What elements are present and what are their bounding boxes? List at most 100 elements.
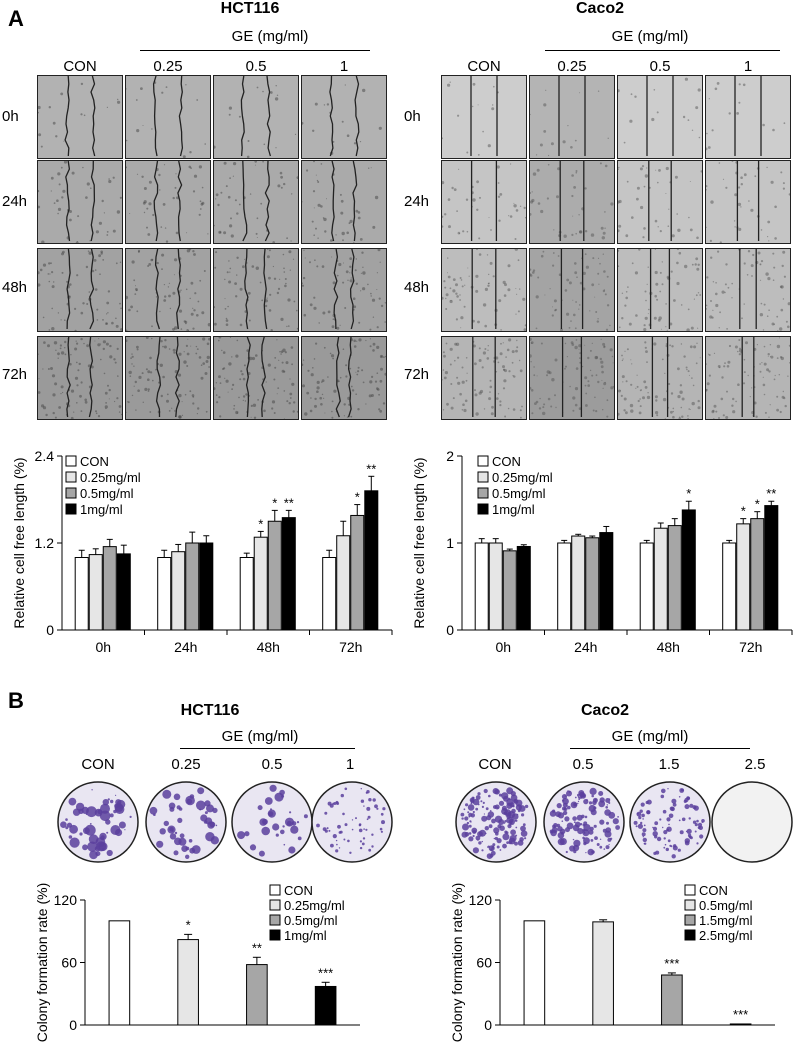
scratch-image	[529, 75, 615, 159]
legend-label: CON	[284, 883, 313, 898]
legend-swatch	[684, 929, 696, 941]
colony-plate	[543, 781, 625, 863]
bar	[523, 920, 546, 1026]
hct116-colony-col-dose1: 0.25	[171, 756, 201, 773]
scratch-image	[529, 160, 615, 244]
scratch-image	[125, 160, 211, 244]
legend-swatch	[65, 487, 77, 499]
hct116-scratch-title: HCT116	[220, 0, 280, 17]
scratch-image	[529, 336, 615, 420]
legend-swatch	[477, 471, 489, 483]
bar	[74, 557, 89, 631]
hct116-colony-col-dose2: 0.5	[261, 756, 283, 773]
scratch-image	[213, 248, 299, 332]
bar	[350, 514, 365, 631]
caco2-scratch-title: Caco2	[575, 0, 625, 17]
caco2-colony-col-dose2: 1.5	[658, 756, 680, 773]
significance-label: *	[686, 486, 691, 501]
legend-label: 0.5mg/ml	[699, 898, 753, 913]
hct116-colony-col-con: CON	[81, 756, 115, 773]
caco2-wound-chart: Relative cell free length (%) 0 1 2 0h 24h 48h…	[411, 448, 793, 655]
legend-swatch	[65, 471, 77, 483]
legend-swatch	[684, 899, 696, 911]
caco2-colony-col-dose3: 2.5	[744, 756, 766, 773]
bar	[736, 523, 751, 631]
y-axis-label: Colony formation rate (%)	[34, 883, 50, 1043]
colony-plate	[311, 781, 393, 863]
significance-label: **	[252, 940, 262, 955]
bar	[364, 490, 379, 631]
hct116-col-dose3: 1	[339, 58, 349, 75]
bar	[88, 554, 103, 631]
scratch-image	[213, 336, 299, 420]
colony-plate	[57, 781, 139, 863]
bar	[253, 536, 268, 631]
bar	[157, 557, 172, 631]
scratch-image	[37, 160, 123, 244]
colony-plate-images	[57, 781, 793, 863]
legend-swatch	[269, 899, 281, 911]
legend-label: 1mg/ml	[492, 502, 535, 517]
scratch-image	[125, 336, 211, 420]
legend-swatch	[65, 455, 77, 467]
significance-label: ***	[664, 956, 679, 971]
bar	[108, 920, 131, 1026]
caco2-colony-bracket	[570, 748, 750, 749]
hct116-colony-chart: Colony formation rate (%) 060120******CON…	[34, 883, 360, 1043]
scratch-image	[617, 160, 703, 244]
bar	[516, 545, 531, 631]
colony-plate	[629, 781, 711, 863]
significance-label: *	[355, 490, 360, 505]
hct116-colony-ge-header: GE (mg/ml)	[221, 728, 299, 745]
hct116-ge-header: GE (mg/ml)	[231, 28, 309, 45]
colony-plate	[711, 781, 793, 863]
colony-plate	[145, 781, 227, 863]
caco2-ge-bracket	[545, 50, 780, 51]
scratch-image	[37, 248, 123, 332]
y-tick-label: 0	[46, 622, 54, 638]
legend-label: CON	[80, 454, 109, 469]
caco2-col-dose1: 0.25	[557, 58, 587, 75]
hct116-row-72h: 72h	[2, 366, 28, 383]
significance-label: **	[284, 495, 294, 510]
caco2-colony-col-con: CON	[478, 756, 512, 773]
y-axis-label: Relative cell free length (%)	[11, 457, 27, 628]
hct116-col-dose2: 0.5	[245, 58, 267, 75]
bar	[474, 542, 489, 631]
legend-label: 0.5mg/ml	[284, 913, 338, 928]
bar	[102, 546, 117, 631]
scratch-image	[301, 160, 387, 244]
bar	[199, 542, 214, 631]
legend-swatch	[684, 914, 696, 926]
y-tick-label: 120	[469, 892, 493, 908]
hct116-wound-chart: Relative cell free length (%) 0 1.2 2.4 0h 24…	[11, 448, 393, 655]
scratch-image	[705, 160, 791, 244]
bar	[667, 525, 682, 631]
caco2-colony-ge-header: GE (mg/ml)	[611, 728, 689, 745]
y-tick-label: 1.2	[35, 535, 55, 551]
x-tick-label: 48h	[257, 639, 280, 655]
scratch-image	[213, 160, 299, 244]
colony-plate	[231, 781, 313, 863]
hct116-row-24h: 24h	[2, 193, 28, 210]
bar	[185, 542, 200, 631]
scratch-image	[617, 336, 703, 420]
scratch-image	[705, 75, 791, 159]
bar	[661, 974, 683, 1026]
scratch-image	[213, 75, 299, 159]
significance-label: *	[272, 495, 277, 510]
panel-letter-a: A	[8, 6, 24, 31]
caco2-row-24h: 24h	[404, 193, 430, 210]
scratch-image	[441, 160, 527, 244]
x-tick-label: 0h	[95, 639, 111, 655]
legend-label: 1.5mg/ml	[699, 913, 753, 928]
scratch-image	[617, 248, 703, 332]
y-tick-label: 120	[54, 892, 78, 908]
colony-plate	[455, 781, 537, 863]
legend-label: 0.25mg/ml	[492, 470, 553, 485]
caco2-col-dose3: 1	[743, 58, 753, 75]
hct116-col-dose1: 0.25	[153, 58, 183, 75]
significance-label: ***	[318, 965, 333, 980]
